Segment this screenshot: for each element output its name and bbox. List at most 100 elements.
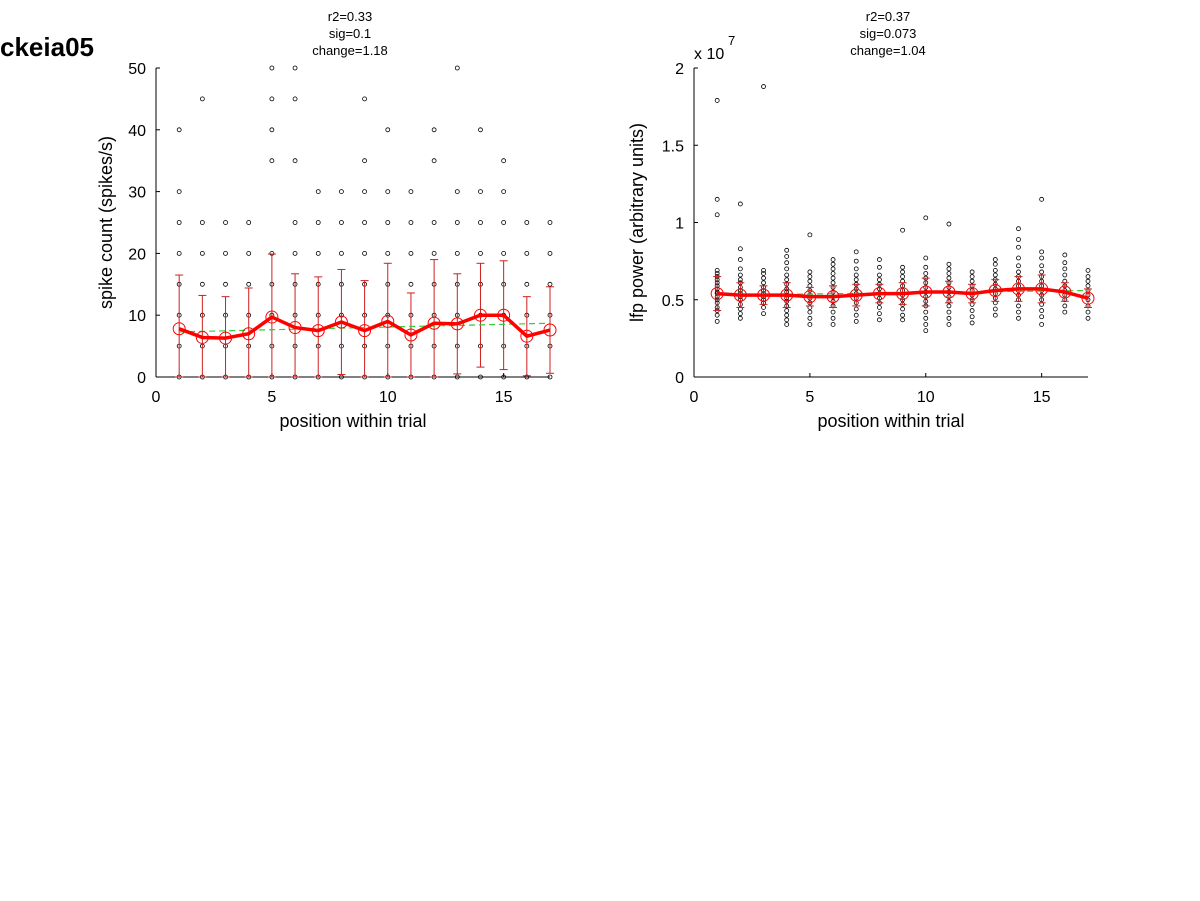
data-point xyxy=(877,272,882,278)
data-point xyxy=(853,249,859,255)
mean-line xyxy=(717,287,1089,300)
mean-marker xyxy=(1081,291,1095,305)
y-tick-label: 30 xyxy=(128,185,146,202)
chart-title-line: sig=0.073 xyxy=(860,26,917,41)
data-point xyxy=(900,274,905,279)
data-point xyxy=(784,266,790,272)
data-point xyxy=(807,309,813,315)
data-point xyxy=(737,315,743,321)
data-point xyxy=(408,220,414,225)
data-point xyxy=(877,311,882,317)
data-point xyxy=(339,250,344,256)
x-tick-label: 5 xyxy=(267,389,276,406)
x-tick-label: 5 xyxy=(805,389,814,406)
data-point xyxy=(946,266,952,272)
data-point xyxy=(946,309,952,315)
data-point xyxy=(923,271,929,276)
y-tick-label: 50 xyxy=(128,61,146,78)
data-point xyxy=(946,322,952,327)
data-point xyxy=(292,158,298,164)
data-point xyxy=(547,220,553,225)
data-point xyxy=(408,189,414,195)
data-point xyxy=(761,267,766,273)
mean-marker xyxy=(710,287,724,301)
x-tick-label: 0 xyxy=(690,389,699,406)
mean-marker xyxy=(1035,282,1049,296)
data-point xyxy=(900,264,905,270)
data-point xyxy=(853,258,859,264)
y-axis-label: lfp power (arbitrary units) xyxy=(627,123,647,322)
mean-marker xyxy=(942,285,956,299)
data-point xyxy=(807,322,813,327)
data-point xyxy=(900,312,905,318)
data-point xyxy=(784,272,790,278)
data-point xyxy=(714,196,720,202)
data-point xyxy=(408,250,414,256)
data-point xyxy=(547,374,553,380)
data-point xyxy=(478,189,483,195)
data-point xyxy=(246,250,252,256)
data-point xyxy=(761,311,766,317)
data-point xyxy=(946,221,952,227)
data-point xyxy=(784,260,790,266)
mean-marker xyxy=(381,314,395,328)
data-point xyxy=(923,328,929,334)
mean-marker xyxy=(473,308,487,322)
data-point xyxy=(478,127,483,133)
data-point xyxy=(830,266,836,272)
data-point xyxy=(761,280,766,286)
y-tick-label: 1 xyxy=(675,216,684,233)
data-point xyxy=(1039,196,1045,202)
data-point xyxy=(830,322,836,327)
data-point xyxy=(923,309,929,315)
data-point xyxy=(199,220,205,225)
data-point xyxy=(292,250,298,256)
data-point xyxy=(431,127,437,133)
data-point xyxy=(454,189,460,195)
data-point xyxy=(877,277,882,283)
data-point xyxy=(992,257,998,262)
data-point xyxy=(877,264,882,270)
figure-label: ckeia05 xyxy=(0,32,94,62)
data-point xyxy=(714,312,720,318)
x-tick-label: 10 xyxy=(917,389,935,406)
data-point xyxy=(900,317,905,323)
data-point xyxy=(900,306,905,312)
data-point xyxy=(807,232,813,238)
x-tick-label: 15 xyxy=(495,389,513,406)
mean-marker xyxy=(520,329,534,343)
mean-marker xyxy=(172,322,186,336)
data-point xyxy=(454,220,460,225)
data-point xyxy=(1085,309,1091,315)
data-point xyxy=(1039,255,1045,261)
data-point xyxy=(877,305,882,310)
data-point xyxy=(923,215,929,221)
data-point xyxy=(339,189,344,195)
data-point xyxy=(830,280,836,286)
data-point xyxy=(714,212,720,218)
mean-marker xyxy=(872,287,886,301)
chart-title-line: r2=0.33 xyxy=(328,9,372,24)
data-point xyxy=(1085,278,1091,284)
data-point xyxy=(853,306,859,312)
data-point xyxy=(362,220,367,225)
data-point xyxy=(969,278,975,284)
data-point xyxy=(431,250,437,256)
data-point xyxy=(853,312,859,318)
data-point xyxy=(1085,283,1091,289)
data-point xyxy=(737,246,743,252)
y-tick-label: 1.5 xyxy=(662,138,684,155)
data-point xyxy=(923,264,929,270)
trend-line xyxy=(179,322,551,333)
data-point xyxy=(315,189,321,195)
data-point xyxy=(807,269,813,275)
data-point xyxy=(1062,252,1068,258)
data-point xyxy=(524,281,530,287)
data-point xyxy=(853,318,859,324)
mean-marker xyxy=(849,288,863,302)
data-point xyxy=(784,312,790,318)
data-point xyxy=(1016,315,1021,321)
y-tick-label: 40 xyxy=(128,123,146,140)
data-point xyxy=(992,261,998,267)
